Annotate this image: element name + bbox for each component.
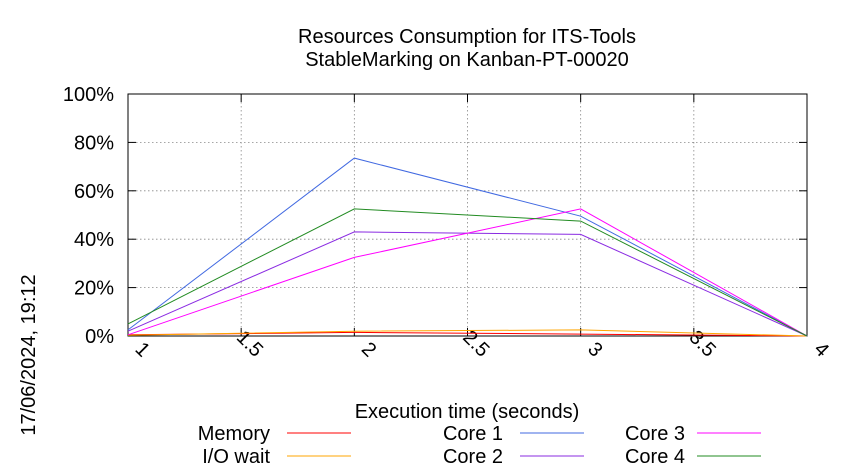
y-tick-label: 40% <box>74 229 114 251</box>
y-tick-label: 100% <box>63 84 114 106</box>
series-line-core-1 <box>127 157 808 337</box>
legend-label-i-o-wait: I/O wait <box>202 446 270 468</box>
x-tick-label: 1 <box>131 338 154 361</box>
legend-label-core-3: Core 3 <box>625 423 685 445</box>
series-line-i-o-wait <box>127 329 808 337</box>
timestamp-label: 17/06/2024, 19:12 <box>18 274 40 435</box>
legend-label-core-4: Core 4 <box>625 446 685 468</box>
y-tick-label: 0% <box>85 326 114 348</box>
y-axis: 0% 20% 40% 60% 80% 100% <box>63 84 807 348</box>
chart-title: Resources Consumption for ITS-Tools <box>298 26 636 48</box>
legend-label-core-1: Core 1 <box>443 423 503 445</box>
legend-label-core-2: Core 2 <box>443 446 503 468</box>
x-tick-label: 1.5 <box>232 326 267 361</box>
series-lines <box>127 157 808 337</box>
legend-label-memory: Memory <box>198 423 270 445</box>
chart-subtitle: StableMarking on Kanban-PT-00020 <box>305 49 629 71</box>
x-tick-label: 4 <box>810 338 833 361</box>
series-line-core-4 <box>127 208 808 337</box>
x-tick-label: 3 <box>583 338 606 361</box>
x-axis: 1 1.5 2 2.5 3 3.5 4 <box>127 94 833 362</box>
y-tick-label: 80% <box>74 132 114 154</box>
x-tick-label: 3.5 <box>685 326 720 361</box>
series-line-core-3 <box>127 208 808 337</box>
x-axis-label: Execution time (seconds) <box>355 401 580 423</box>
x-tick-label: 2 <box>357 338 380 361</box>
y-tick-label: 60% <box>74 181 114 203</box>
x-tick-label: 2.5 <box>458 326 493 361</box>
y-tick-label: 20% <box>74 278 114 300</box>
